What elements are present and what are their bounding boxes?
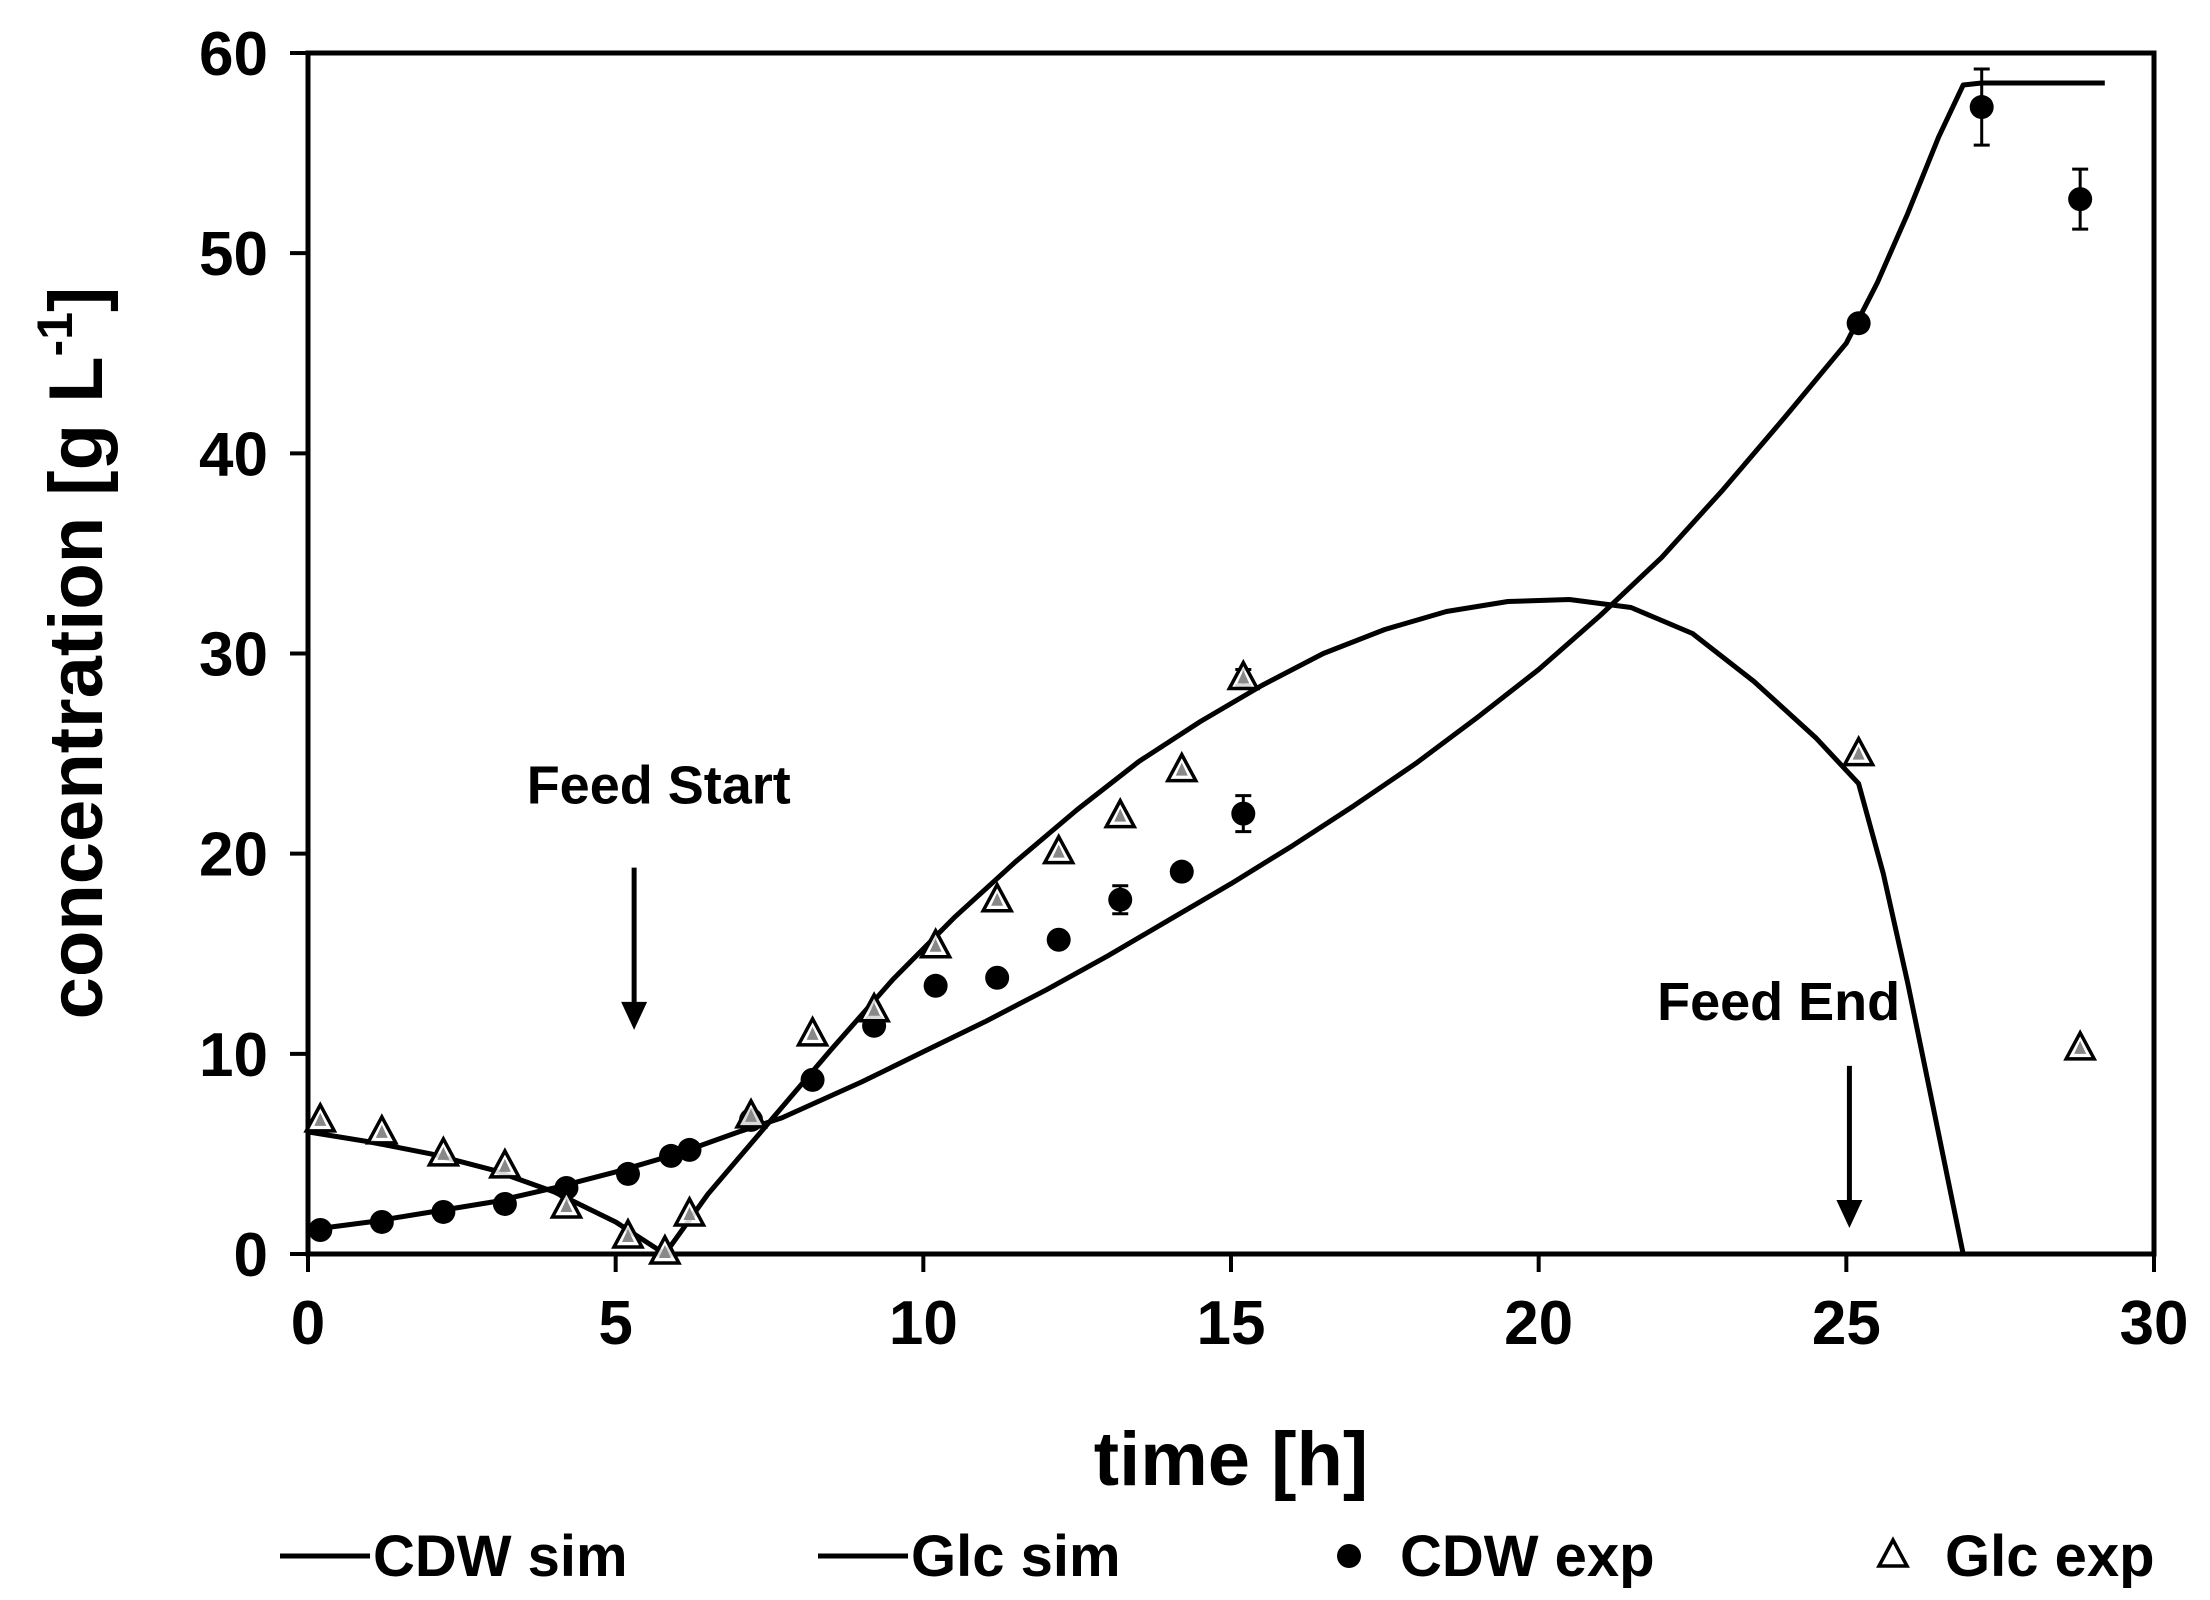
data-point-glc-exp-inner xyxy=(658,1244,671,1258)
data-point-cdw-exp xyxy=(492,1191,517,1216)
legend-cdw-exp-marker xyxy=(1337,1544,1361,1568)
series-line-glc-sim xyxy=(307,597,1966,1257)
data-point-glc-exp-inner xyxy=(1052,844,1065,858)
data-point-cdw-exp xyxy=(431,1199,456,1224)
data-point-glc-exp-inner xyxy=(621,1228,634,1242)
x-tick-label: 10 xyxy=(889,1289,958,1358)
legend-glc-exp-marker xyxy=(1876,1536,1910,1568)
data-point-glc-exp-inner xyxy=(745,1108,758,1122)
data-point-cdw-exp xyxy=(659,1143,684,1168)
series-glc-sim xyxy=(307,597,1966,1257)
data-point-glc-exp-inner xyxy=(375,1124,388,1138)
data-point-cdw-exp xyxy=(369,1209,394,1234)
data-point-glc-exp-inner xyxy=(498,1158,511,1172)
annotation-label: Feed Start xyxy=(527,756,791,816)
annotation-arrow-head xyxy=(1836,1199,1863,1228)
annotation-label: Feed End xyxy=(1657,972,1900,1032)
y-tick-label: 0 xyxy=(234,1221,268,1290)
legend: CDW sim Glc sim CDW exp Glc exp xyxy=(280,1524,2155,1589)
data-point-cdw-exp xyxy=(1231,801,1256,826)
x-tick-label: 20 xyxy=(1504,1289,1573,1358)
x-tick-label: 0 xyxy=(291,1289,325,1358)
series-glc-exp xyxy=(303,658,2098,1265)
data-point-glc-exp-inner xyxy=(929,938,942,952)
x-tick-label: 15 xyxy=(1197,1289,1266,1358)
annotation-arrow-head xyxy=(621,1001,648,1030)
data-point-glc-exp-inner xyxy=(1852,746,1865,760)
y-tick-label: 40 xyxy=(199,420,268,489)
y-tick-label: 10 xyxy=(199,1021,268,1090)
x-axis: 0 5 10 15 20 25 30 xyxy=(291,1254,2189,1358)
y-tick-label: 60 xyxy=(199,20,268,89)
legend-cdw-exp-label: CDW exp xyxy=(1400,1524,1655,1589)
data-point-glc-exp-inner xyxy=(1237,670,1250,684)
legend-glc-exp-label: Glc exp xyxy=(1945,1524,2155,1589)
data-point-cdw-exp xyxy=(1846,311,1871,336)
series-cdw-exp xyxy=(308,67,2093,1242)
y-axis-title-main: concentration [g L xyxy=(34,356,119,1019)
data-point-glc-exp-inner xyxy=(683,1206,696,1220)
data-point-cdw-exp xyxy=(800,1067,825,1092)
data-point-glc-exp-inner xyxy=(560,1198,573,1212)
x-tick-label: 5 xyxy=(598,1289,632,1358)
data-point-cdw-exp xyxy=(1108,887,1133,912)
data-point-glc-exp-inner xyxy=(2074,1040,2087,1054)
x-tick-label: 30 xyxy=(2120,1289,2189,1358)
legend-cdw-sim-label: CDW sim xyxy=(373,1524,628,1589)
data-point-glc-exp-inner xyxy=(868,1002,881,1016)
series-cdw-sim xyxy=(307,80,2105,1233)
data-point-cdw-exp xyxy=(308,1217,333,1242)
data-point-glc-exp-inner xyxy=(806,1026,819,1040)
data-point-glc-exp-inner xyxy=(314,1112,327,1126)
data-point-cdw-exp xyxy=(1169,859,1194,884)
y-tick-label: 20 xyxy=(199,821,268,890)
data-point-cdw-exp xyxy=(615,1161,640,1186)
x-tick-label: 25 xyxy=(1812,1289,1881,1358)
data-point-cdw-exp xyxy=(985,965,1010,990)
series-layer xyxy=(303,67,2105,1265)
data-point-cdw-exp xyxy=(677,1137,702,1162)
data-point-cdw-exp xyxy=(1969,95,1994,120)
series-line-cdw-sim xyxy=(307,80,2105,1233)
data-point-glc-exp-inner xyxy=(1114,808,1127,822)
data-point-cdw-exp xyxy=(923,973,948,998)
data-point-glc-exp-inner xyxy=(1175,762,1188,776)
y-tick-label: 50 xyxy=(199,220,268,289)
y-axis: 0 10 20 30 40 50 60 xyxy=(199,20,308,1290)
plot-area xyxy=(305,50,2157,1257)
annotations: Feed Start Feed End xyxy=(527,756,1900,1228)
data-point-cdw-exp xyxy=(1046,927,1071,952)
x-axis-title: time [h] xyxy=(1094,1417,1368,1502)
legend-glc-sim-label: Glc sim xyxy=(911,1524,1121,1589)
y-axis-title-sup: -1 xyxy=(27,312,83,356)
data-point-glc-exp-inner xyxy=(437,1146,450,1160)
data-point-glc-exp-inner xyxy=(991,892,1004,906)
data-point-cdw-exp xyxy=(2068,187,2093,212)
y-axis-title-close: ] xyxy=(34,287,119,312)
y-tick-label: 30 xyxy=(199,621,268,690)
y-axis-title: concentration [g L-1] xyxy=(27,287,119,1020)
